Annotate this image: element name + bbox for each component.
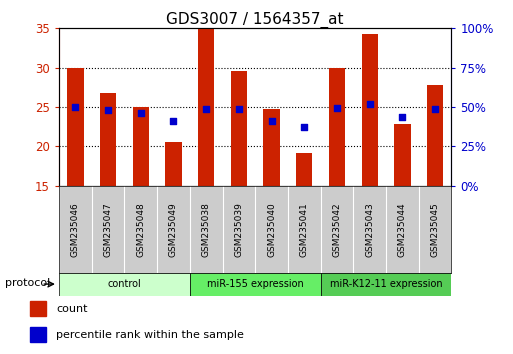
Text: GSM235045: GSM235045 (430, 202, 440, 257)
Bar (165, 142, 182, 186)
Point (431, 106, 439, 112)
Text: GSM235044: GSM235044 (398, 202, 407, 257)
Point (104, 107, 112, 113)
Point (202, 106, 210, 112)
Text: count: count (56, 304, 88, 314)
Text: GSM235040: GSM235040 (267, 202, 276, 257)
Bar (132, 107, 149, 186)
Point (71, 104, 80, 110)
Text: GSM235043: GSM235043 (365, 202, 374, 257)
Title: GDS3007 / 1564357_at: GDS3007 / 1564357_at (166, 12, 344, 28)
Text: GSM235038: GSM235038 (202, 202, 211, 257)
Bar (67, 68, 84, 186)
Text: miR-155 expression: miR-155 expression (207, 279, 304, 289)
Text: GSM235048: GSM235048 (136, 202, 145, 257)
Text: GSM235042: GSM235042 (332, 202, 342, 257)
Point (300, 124, 308, 130)
Bar (329, 68, 345, 186)
Bar (198, 28, 214, 186)
Text: GSM235047: GSM235047 (104, 202, 112, 257)
Point (169, 119, 177, 124)
FancyBboxPatch shape (59, 273, 190, 296)
Point (136, 110, 145, 116)
Text: GSM235049: GSM235049 (169, 202, 178, 257)
Point (235, 106, 243, 112)
Bar (30, 301, 46, 316)
Bar (100, 93, 116, 186)
Point (366, 101, 374, 107)
FancyBboxPatch shape (190, 273, 321, 296)
Bar (394, 124, 410, 186)
Bar (30, 327, 46, 342)
Bar (263, 109, 280, 186)
Text: protocol: protocol (5, 278, 50, 288)
Bar (427, 85, 443, 186)
Bar (362, 34, 378, 186)
FancyBboxPatch shape (321, 273, 451, 296)
Bar (231, 71, 247, 186)
Point (398, 114, 406, 119)
Text: control: control (108, 279, 141, 289)
Text: GSM235039: GSM235039 (234, 202, 243, 257)
Point (267, 119, 275, 124)
Bar (296, 153, 312, 186)
Text: GSM235046: GSM235046 (71, 202, 80, 257)
Point (333, 105, 341, 111)
Text: percentile rank within the sample: percentile rank within the sample (56, 330, 244, 339)
Text: miR-K12-11 expression: miR-K12-11 expression (330, 279, 442, 289)
Text: GSM235041: GSM235041 (300, 202, 309, 257)
